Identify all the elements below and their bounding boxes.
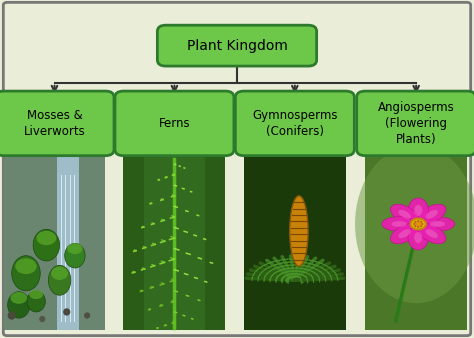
Ellipse shape <box>39 316 46 322</box>
Ellipse shape <box>12 256 40 291</box>
Ellipse shape <box>63 308 70 316</box>
Circle shape <box>418 220 419 222</box>
Circle shape <box>410 219 426 230</box>
Ellipse shape <box>382 217 417 231</box>
Circle shape <box>418 226 419 227</box>
FancyBboxPatch shape <box>3 2 471 336</box>
Ellipse shape <box>408 225 428 250</box>
Circle shape <box>413 223 415 224</box>
Ellipse shape <box>426 229 438 238</box>
FancyBboxPatch shape <box>115 91 234 155</box>
Ellipse shape <box>290 196 308 266</box>
Text: Angiosperms
(Flowering
Plants): Angiosperms (Flowering Plants) <box>378 101 455 146</box>
FancyBboxPatch shape <box>235 91 354 155</box>
Ellipse shape <box>420 217 455 231</box>
Circle shape <box>421 223 423 224</box>
Ellipse shape <box>27 291 46 312</box>
Ellipse shape <box>67 243 82 254</box>
Ellipse shape <box>15 258 36 274</box>
Ellipse shape <box>8 311 16 320</box>
Ellipse shape <box>391 204 419 224</box>
Ellipse shape <box>391 223 419 244</box>
Ellipse shape <box>426 210 438 219</box>
Text: Ferns: Ferns <box>159 117 190 130</box>
Ellipse shape <box>51 267 68 280</box>
Ellipse shape <box>408 198 428 223</box>
Ellipse shape <box>418 204 446 224</box>
Circle shape <box>414 221 416 222</box>
Bar <box>144 154 205 330</box>
Ellipse shape <box>64 243 85 268</box>
Bar <box>123 154 226 330</box>
Ellipse shape <box>33 229 60 261</box>
FancyBboxPatch shape <box>157 25 317 66</box>
Ellipse shape <box>84 312 90 319</box>
Ellipse shape <box>399 210 411 219</box>
Ellipse shape <box>429 221 445 227</box>
FancyBboxPatch shape <box>356 91 474 155</box>
Bar <box>365 154 467 330</box>
Ellipse shape <box>36 231 56 245</box>
Ellipse shape <box>10 292 27 304</box>
Ellipse shape <box>355 145 474 303</box>
Text: Plant Kingdom: Plant Kingdom <box>187 39 287 53</box>
Bar <box>56 154 79 330</box>
Ellipse shape <box>414 232 422 243</box>
Ellipse shape <box>418 223 446 244</box>
Circle shape <box>412 220 424 228</box>
Text: Mosses &
Liverworts: Mosses & Liverworts <box>24 109 85 138</box>
Text: Gymnosperms
(Conifers): Gymnosperms (Conifers) <box>252 109 337 138</box>
Bar <box>4 154 105 330</box>
Ellipse shape <box>392 221 407 227</box>
Ellipse shape <box>29 290 43 299</box>
Ellipse shape <box>414 205 422 216</box>
Bar <box>244 154 346 330</box>
Circle shape <box>414 225 416 227</box>
Ellipse shape <box>399 229 411 238</box>
Circle shape <box>420 225 422 227</box>
Circle shape <box>420 221 422 222</box>
FancyBboxPatch shape <box>0 91 114 155</box>
Ellipse shape <box>8 292 30 318</box>
Ellipse shape <box>48 265 71 295</box>
